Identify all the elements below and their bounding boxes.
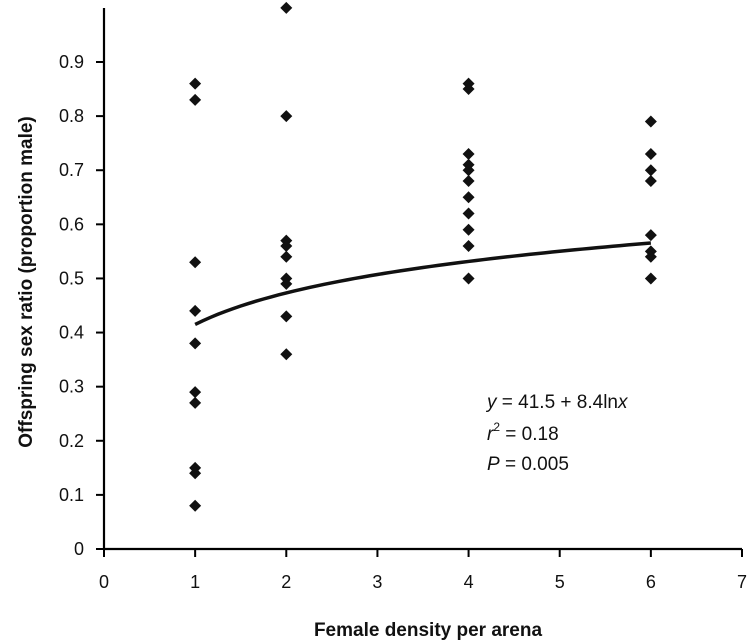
data-point-4 <box>189 337 202 350</box>
y-tick-label-4: 0.4 <box>59 323 84 343</box>
x-tick-label-6: 6 <box>646 572 656 592</box>
y-axis-title: Offspring sex ratio (proportion male) <box>16 116 37 447</box>
y-tick-label-7: 0.7 <box>59 160 84 180</box>
y-tick-label-2: 0.2 <box>59 431 84 451</box>
r2-label: r <box>487 424 494 445</box>
data-point-8 <box>189 467 202 480</box>
data-point-26 <box>462 207 475 220</box>
data-point-23 <box>462 164 475 177</box>
x-ticks: 0 1 2 3 4 5 6 7 <box>99 549 747 592</box>
p-value-text: P = 0.005 <box>487 454 569 475</box>
x-tick-label-5: 5 <box>555 572 565 592</box>
x-tick-label-2: 2 <box>281 572 291 592</box>
y-tick-label-6: 0.6 <box>59 214 84 234</box>
data-point-5 <box>189 386 202 399</box>
data-point-20 <box>462 83 475 96</box>
data-point-16 <box>280 277 293 290</box>
y-tick-label-8: 0.8 <box>59 106 84 126</box>
data-point-13 <box>280 239 293 252</box>
data-point-27 <box>462 223 475 236</box>
data-point-2 <box>189 256 202 269</box>
data-point-29 <box>462 272 475 285</box>
data-point-6 <box>189 396 202 409</box>
p-value: = 0.005 <box>500 454 569 475</box>
x-tick-label-0: 0 <box>99 572 109 592</box>
data-point-37 <box>644 272 657 285</box>
data-point-14 <box>280 250 293 263</box>
data-point-32 <box>644 164 657 177</box>
y-tick-label-3: 0.3 <box>59 377 84 397</box>
data-point-18 <box>280 348 293 361</box>
regression-annotation: y = 41.5 + 8.4lnx r2 = 0.18 P = 0.005 <box>485 392 629 475</box>
equation-var: x <box>617 392 629 413</box>
data-point-0 <box>189 77 202 90</box>
data-point-21 <box>462 147 475 160</box>
x-tick-label-7: 7 <box>737 572 747 592</box>
r2-value: = 0.18 <box>500 424 559 445</box>
data-point-28 <box>462 239 475 252</box>
equation-text: y = 41.5 + 8.4lnx <box>485 392 629 413</box>
data-point-3 <box>189 304 202 317</box>
r2-exponent: 2 <box>493 420 500 434</box>
data-point-17 <box>280 310 293 323</box>
data-point-30 <box>644 115 657 128</box>
r-squared-text: r2 = 0.18 <box>487 420 559 445</box>
data-point-25 <box>462 191 475 204</box>
equation-lhs: y <box>485 392 498 413</box>
y-tick-label-5: 0.5 <box>59 268 84 288</box>
data-point-34 <box>644 229 657 242</box>
data-point-31 <box>644 147 657 160</box>
x-axis-title: Female density per arena <box>314 620 543 641</box>
x-tick-label-4: 4 <box>464 572 474 592</box>
x-tick-label-1: 1 <box>190 572 200 592</box>
fit-curve <box>194 241 652 327</box>
data-point-24 <box>462 175 475 188</box>
data-point-9 <box>189 499 202 512</box>
y-tick-label-0: 0 <box>74 539 84 559</box>
data-points <box>189 1 657 512</box>
x-tick-label-3: 3 <box>372 572 382 592</box>
y-ticks: 0 0.1 0.2 0.3 0.4 0.5 0.6 0.7 0.8 0.9 <box>59 52 104 559</box>
data-point-33 <box>644 175 657 188</box>
data-point-1 <box>189 93 202 106</box>
y-tick-label-1: 0.1 <box>59 485 84 505</box>
data-point-36 <box>644 250 657 263</box>
p-label: P <box>487 454 500 475</box>
equation-rhs: = 41.5 + 8.4ln <box>497 392 619 413</box>
data-point-10 <box>280 1 293 14</box>
y-tick-label-9: 0.9 <box>59 52 84 72</box>
data-point-11 <box>280 110 293 123</box>
